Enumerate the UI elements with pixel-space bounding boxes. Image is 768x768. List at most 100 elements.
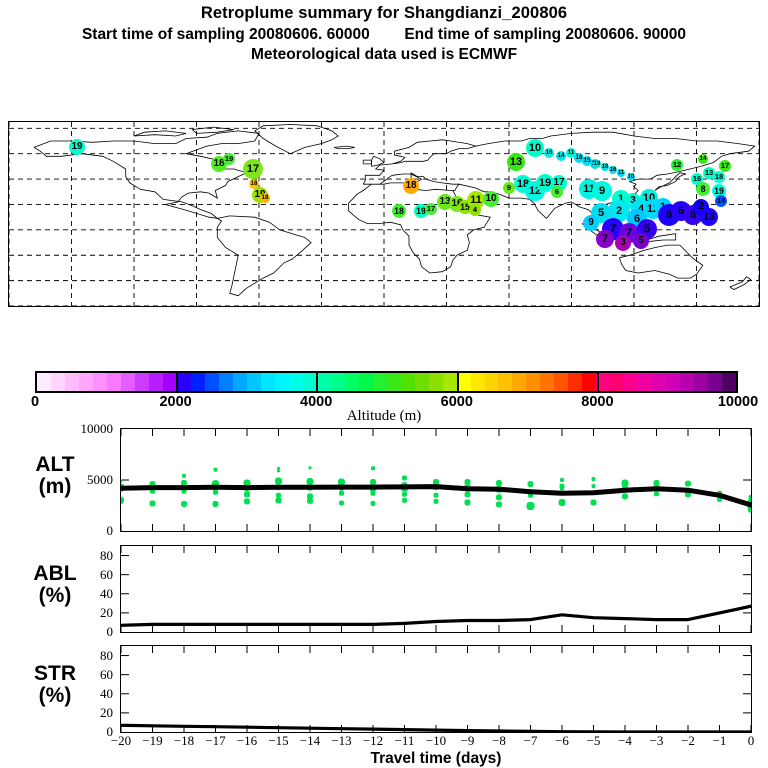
chart-plot-area bbox=[121, 546, 751, 632]
colorbar-swatch bbox=[78, 373, 93, 391]
scatter-point bbox=[213, 467, 218, 472]
chart-panel-alt bbox=[120, 428, 752, 532]
colorbar-tick-label: 2000 bbox=[159, 394, 192, 410]
xtick-label: −11 bbox=[394, 733, 415, 748]
colorbar-swatch bbox=[330, 373, 345, 391]
scatter-point bbox=[244, 498, 250, 505]
colorbar-swatch bbox=[568, 373, 583, 391]
colorbar-tick-label: 0 bbox=[30, 394, 40, 410]
map-marker-label: 13 bbox=[439, 196, 451, 207]
colorbar-swatch bbox=[386, 373, 401, 391]
map-marker-label: 16 bbox=[692, 174, 702, 184]
map-marker: 16 bbox=[609, 166, 617, 174]
map-marker: 13 bbox=[703, 167, 715, 179]
colorbar-title: Altitude (m) bbox=[346, 408, 422, 424]
chart-panel-abl bbox=[120, 545, 752, 633]
map-marker-label: 19 bbox=[224, 154, 234, 164]
scatter-point bbox=[370, 500, 376, 506]
colorbar-swatch bbox=[358, 373, 373, 391]
map-marker: 14 bbox=[715, 195, 727, 207]
map-marker: 9 bbox=[592, 181, 612, 201]
map-marker-label: 18 bbox=[261, 193, 269, 201]
map-marker-label: 14 bbox=[699, 154, 707, 162]
colorbar-swatch bbox=[680, 373, 695, 391]
map-marker: 12 bbox=[671, 159, 683, 171]
colorbar-swatch bbox=[582, 373, 597, 391]
xtick-label: 0 bbox=[747, 733, 755, 748]
xtick-label: −14 bbox=[299, 733, 321, 748]
altitude-colorbar bbox=[35, 371, 738, 393]
map-marker-label: 14 bbox=[557, 151, 565, 159]
map-marker: 8 bbox=[696, 182, 710, 196]
map-marker-label: 11 bbox=[470, 193, 482, 206]
map-marker-label: 19 bbox=[416, 205, 426, 216]
map-marker-label: 17 bbox=[553, 177, 565, 188]
colorbar-tick-label: 10000 bbox=[717, 394, 759, 410]
map-marker: 19 bbox=[712, 184, 726, 198]
xtick-label: −7 bbox=[523, 733, 538, 748]
ytick-label: 20 bbox=[100, 704, 113, 720]
ytick-label: 40 bbox=[100, 585, 113, 601]
map-marker: 10 bbox=[526, 139, 544, 157]
map-marker-label: 2 bbox=[698, 201, 704, 212]
map-marker-label: 10 bbox=[528, 141, 542, 154]
map-marker-label: 14 bbox=[716, 196, 726, 206]
colorbar-separator bbox=[175, 371, 178, 393]
ylabel-line1: ABL bbox=[33, 562, 77, 585]
scatter-point bbox=[276, 492, 281, 498]
map-marker-label: 16 bbox=[451, 198, 463, 209]
title-block: Retroplume summary for Shangdianzi_20080… bbox=[0, 0, 768, 64]
map-marker-label: 18 bbox=[601, 164, 609, 170]
colorbar-swatch bbox=[372, 373, 387, 391]
map-marker-label: 8 bbox=[689, 208, 697, 221]
colorbar-separator bbox=[456, 371, 459, 393]
ytick-label: 80 bbox=[100, 647, 113, 663]
map-marker: 19 bbox=[414, 204, 428, 218]
xtick-label: −8 bbox=[492, 733, 506, 748]
map-marker: 7 bbox=[596, 230, 614, 248]
scatter-point bbox=[149, 500, 156, 507]
ytick-label: 60 bbox=[100, 566, 113, 582]
map-marker-label: 19 bbox=[593, 161, 601, 167]
scatter-point bbox=[464, 499, 471, 506]
colorbar-swatch bbox=[442, 373, 457, 391]
series-line bbox=[121, 484, 751, 508]
xtick-label: −5 bbox=[586, 733, 601, 748]
scatter-point bbox=[433, 492, 439, 498]
scatter-point bbox=[370, 479, 376, 486]
map-marker: 14 bbox=[556, 151, 566, 161]
map-marker: 18 bbox=[403, 178, 419, 194]
colorbar-swatch bbox=[50, 373, 65, 391]
colorbar-swatch bbox=[540, 373, 555, 391]
map-marker-label: 11 bbox=[583, 182, 595, 195]
ytick-label: 40 bbox=[100, 685, 113, 701]
scatter-point bbox=[121, 479, 123, 483]
colorbar-swatch bbox=[624, 373, 639, 391]
xaxis-title: Travel time (days) bbox=[370, 750, 502, 767]
scatter-point bbox=[371, 466, 375, 471]
scatter-point bbox=[402, 491, 407, 497]
colorbar-swatch bbox=[498, 373, 513, 391]
scatter-point bbox=[464, 479, 471, 486]
scatter-point bbox=[527, 481, 534, 488]
map-marker-label: 6 bbox=[554, 187, 560, 197]
map-marker-label: 5 bbox=[643, 222, 651, 235]
map-marker-label: 9 bbox=[506, 183, 512, 193]
map-marker-label: 11 bbox=[567, 148, 575, 156]
scatter-point bbox=[621, 479, 629, 487]
scatter-point bbox=[213, 489, 218, 495]
chart-plot-area bbox=[121, 429, 751, 531]
chart-ylabel-str: STR (%) bbox=[8, 662, 102, 707]
map-marker-label: 17 bbox=[246, 162, 260, 175]
map-marker: 19 bbox=[536, 174, 554, 192]
scatter-point bbox=[402, 497, 407, 503]
map-marker: 13 bbox=[507, 153, 525, 171]
map-marker-label: 13 bbox=[702, 210, 716, 223]
scatter-point bbox=[496, 480, 502, 487]
colorbar-separator bbox=[597, 371, 600, 393]
map-marker-label: 12 bbox=[528, 184, 542, 197]
scatter-point bbox=[306, 478, 314, 486]
colorbar-swatch bbox=[470, 373, 485, 391]
map-marker-label: 1 bbox=[617, 192, 625, 205]
sampling-time-line: Start time of sampling 20080606. 60000 E… bbox=[0, 26, 768, 44]
